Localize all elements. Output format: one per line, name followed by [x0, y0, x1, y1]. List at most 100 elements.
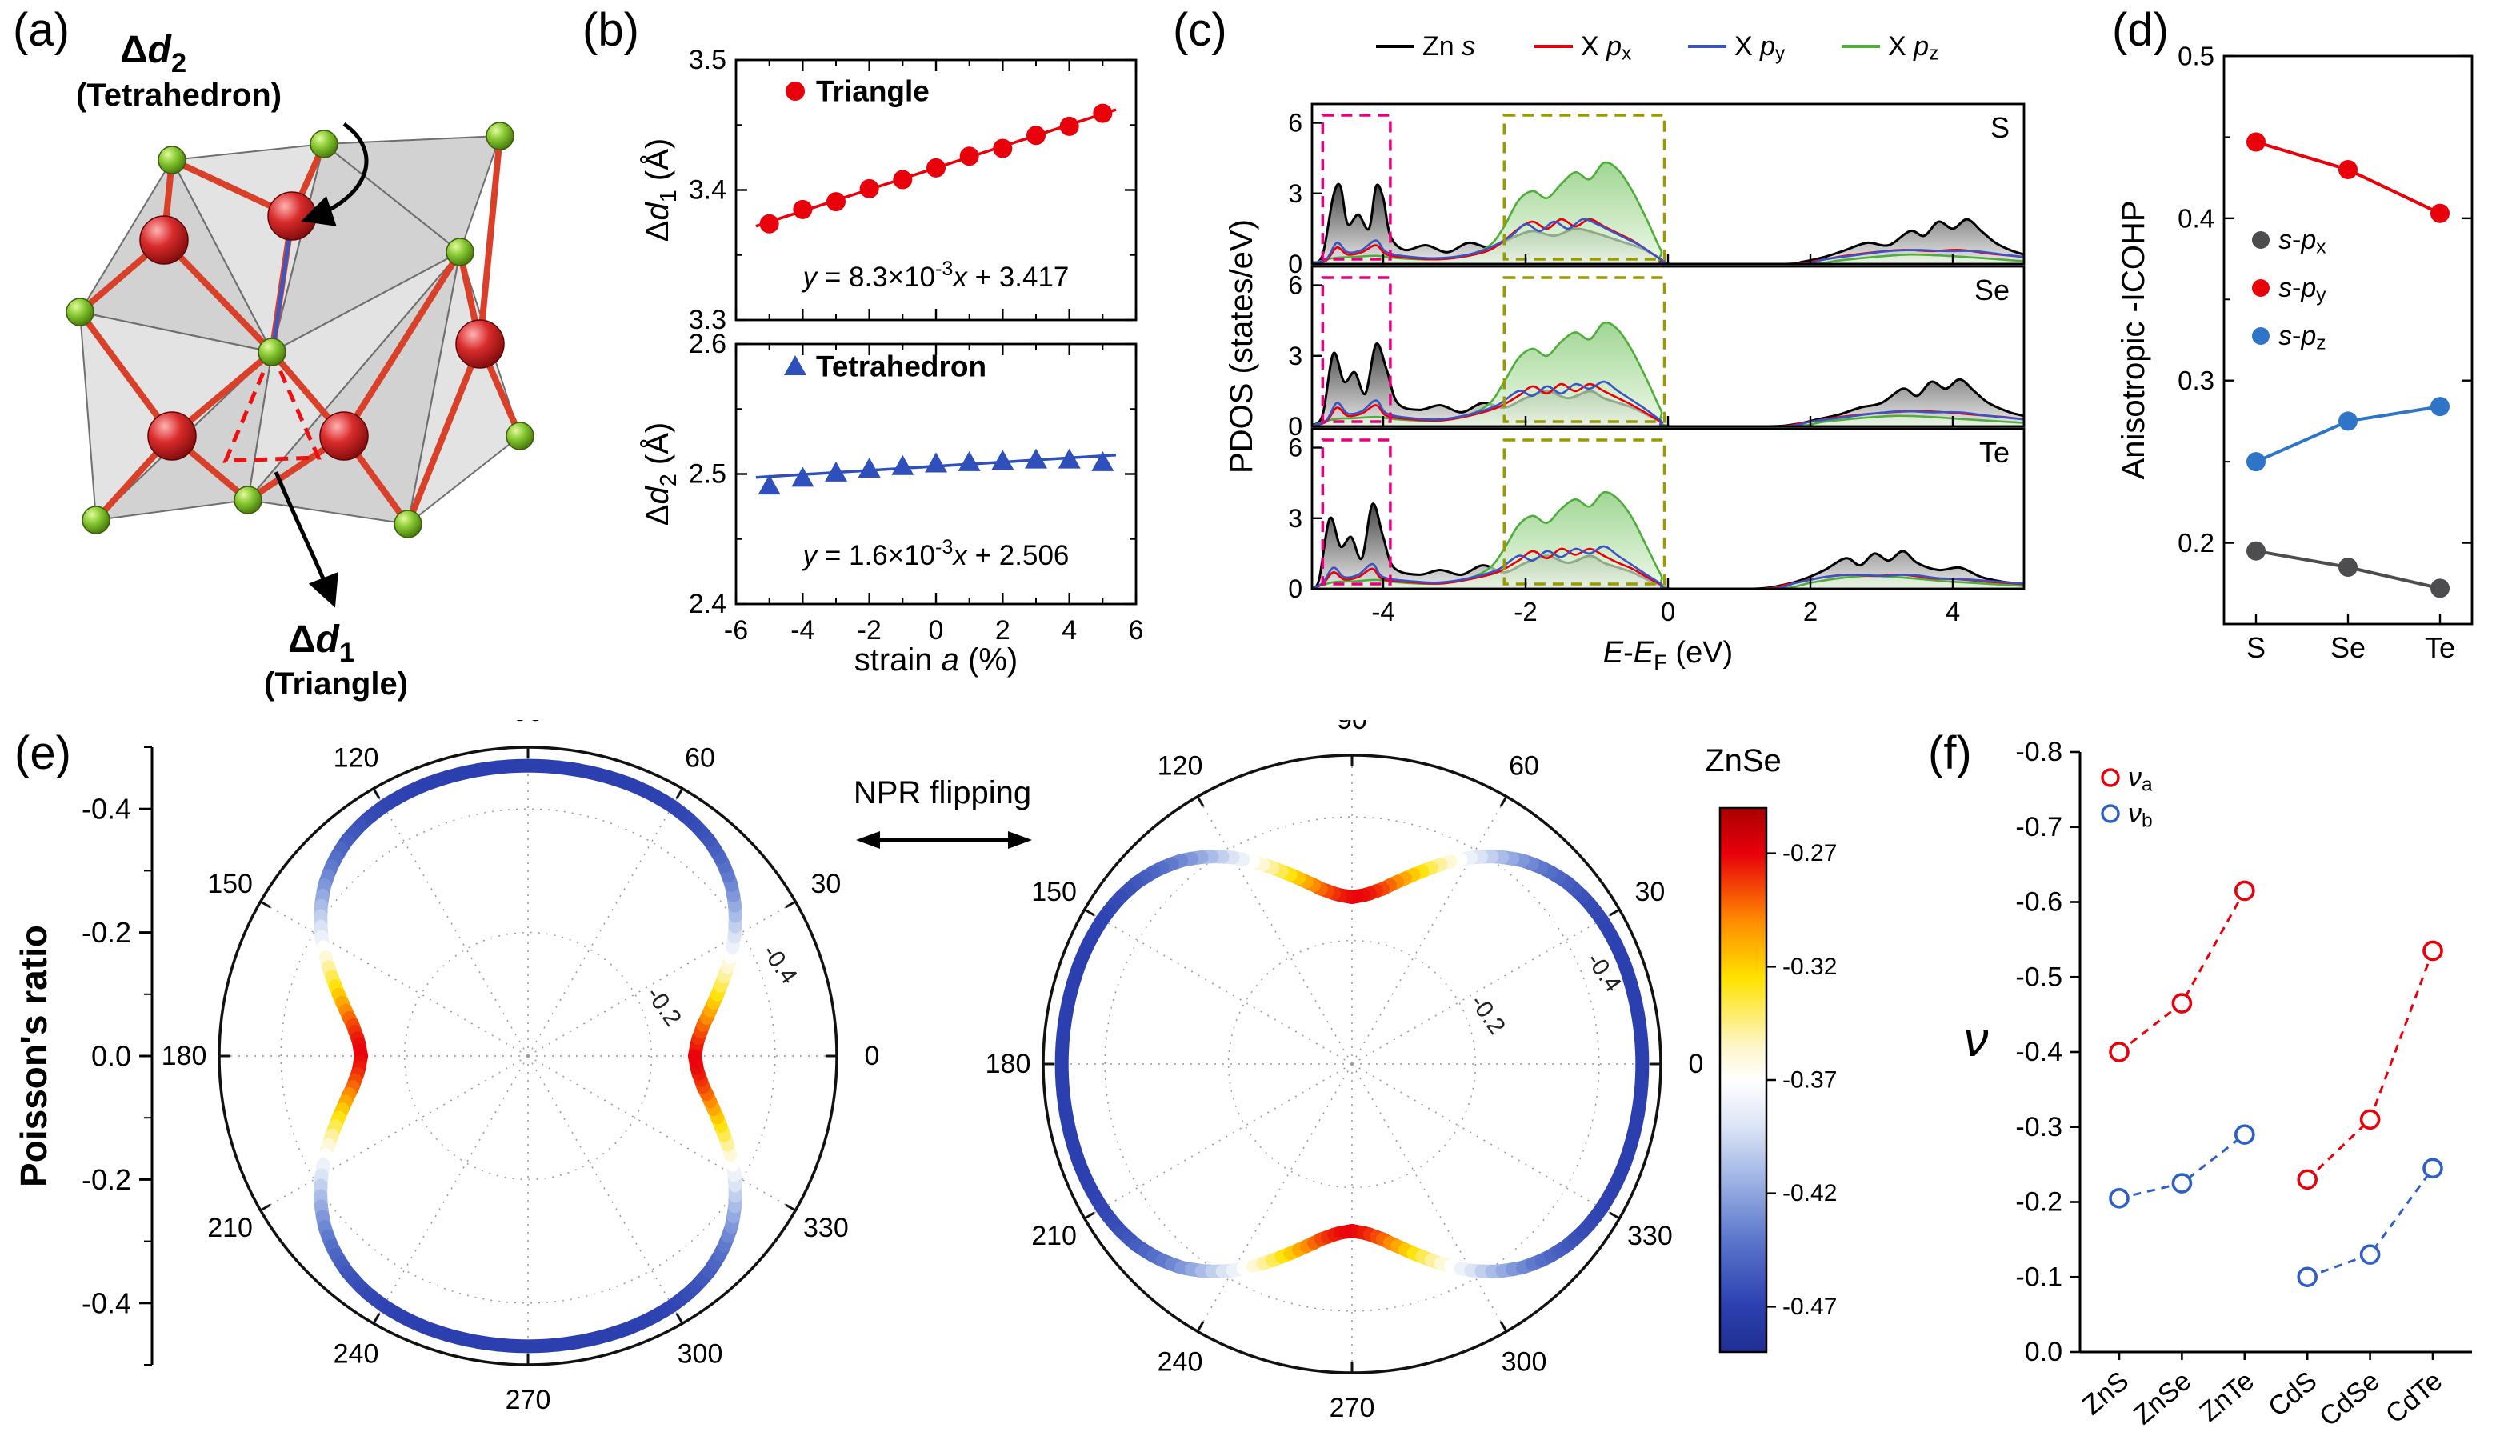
angle-label: 300: [1502, 1346, 1547, 1377]
series-zn-s: [1312, 342, 2024, 426]
x-category-label: Te: [2425, 631, 2455, 664]
panel-label-e: (e): [14, 727, 71, 779]
highlight-box: [1321, 276, 1392, 423]
data-point: [991, 450, 1014, 470]
colorbar: -0.27 -0.32 -0.37 -0.42 -0.47: [1718, 806, 1837, 1354]
data-point: [1091, 450, 1114, 471]
colorbar-gradient: [1720, 808, 1766, 1352]
bond: [341, 249, 463, 439]
angle-label: 300: [678, 1338, 723, 1369]
anion-atoms: [66, 122, 534, 538]
anion-atom: [258, 338, 286, 366]
x-tick-label: 6: [1129, 615, 1144, 646]
data-point: [826, 192, 846, 212]
legend-label: νa: [2128, 762, 2153, 795]
legend-label: X px: [1581, 31, 1631, 64]
angle-label: 240: [334, 1338, 379, 1369]
panel-label-c: (c): [1173, 4, 1227, 56]
panel-label-d: (d): [2112, 4, 2169, 56]
data-point: [959, 146, 979, 166]
x-axis-label: E-EF (eV): [1603, 636, 1733, 675]
data-point: [958, 450, 981, 471]
data-point: [2297, 1169, 2318, 1190]
data-point: [2359, 1109, 2381, 1130]
legend-label: Zn s: [1422, 31, 1475, 62]
panel-d-icohp: 0.2 0.3 0.4 0.5 S Se Te s-px s-py s-pz Anisotropic…: [2116, 42, 2474, 664]
metal-atom: [455, 319, 505, 369]
highlight-box: [1321, 438, 1392, 586]
axis-tick-label: -0.4: [82, 1286, 131, 1319]
angle-label: 150: [1031, 877, 1077, 907]
data-point: [2171, 1173, 2193, 1194]
annotation-top-caption: (Tetrahedron): [76, 78, 282, 113]
legend-marker: [784, 355, 806, 375]
x-tick-label: 2: [995, 615, 1010, 646]
polar-spoke: [1351, 1063, 1620, 1219]
ring-label: -0.2: [641, 982, 686, 1031]
fit-label: y = 8.3×10-3x + 3.417: [802, 258, 1070, 293]
x-category-label: ZnTe: [2194, 1366, 2260, 1428]
highlight-box: [1502, 438, 1666, 586]
polar-spoke: [1351, 1063, 1507, 1332]
angle-label: 330: [803, 1213, 849, 1243]
y-tick-label: 6: [1288, 271, 1302, 300]
highlight-box: [1321, 114, 1392, 261]
anion-atom: [82, 506, 110, 534]
axis-tick-label: -0.4: [82, 793, 131, 826]
panel-a-structure: Δd2(Tetrahedron) Δd1(Triangle): [66, 29, 534, 702]
angle-label: 0: [865, 1041, 880, 1071]
data-point: [2359, 1244, 2381, 1265]
anion-atom: [394, 510, 422, 538]
polar-plot-left: 0 30 60 90 120 150 180 210 240 270 300 330 -0.2 -0.4: [162, 720, 880, 1415]
data-point: [793, 199, 813, 219]
polar-spoke: [260, 1055, 529, 1211]
y-tick-label: -0.2: [2015, 1187, 2062, 1218]
angle-label: 210: [1031, 1221, 1077, 1251]
polar-spoke: [1351, 796, 1507, 1065]
polar-spoke: [1197, 1063, 1353, 1332]
panel-e-polar: 0306090120150180210240270300330-0.2-0.40…: [13, 720, 1837, 1423]
icohp-chart: 0.2 0.3 0.4 0.5 S Se Te s-px s-py s-pz: [2178, 42, 2474, 664]
polar-spoke: [260, 901, 529, 1057]
angle-label: 30: [1634, 877, 1665, 907]
chart-b2: 2.4 2.5 2.6 -6 -4 -2 0 2 4 6 Tetrahedron y = 1.6×10…: [689, 329, 1144, 646]
y-tick-label: 3: [1288, 179, 1302, 208]
polar-ring: [1227, 939, 1477, 1189]
y-tick-label: 0: [1288, 412, 1302, 441]
highlight-box: [1502, 114, 1666, 261]
data-point: [2297, 1266, 2318, 1288]
angle-label: 180: [162, 1041, 207, 1071]
x-tick-label: 0: [929, 615, 944, 646]
axis-tick-label: -0.2: [82, 1163, 131, 1196]
angle-label: 60: [685, 743, 715, 774]
y-tick-label: 2.6: [689, 329, 726, 359]
legend-label: Triangle: [816, 75, 930, 108]
panel-label-b: (b): [582, 4, 639, 56]
x-category-label: ZnS: [2077, 1366, 2134, 1421]
angle-label: 270: [1330, 1393, 1375, 1423]
angle-label: 60: [1509, 751, 1539, 782]
pdos-panel-Te: 0 3 6 Te: [1288, 427, 2026, 603]
legend-marker: [2252, 279, 2270, 297]
data-point: [2430, 397, 2450, 417]
npr-arrow-right: [1008, 831, 1032, 849]
pdos-panel-Se: 0 3 6 Se: [1288, 265, 2026, 441]
data-point: [893, 170, 913, 190]
polar-spoke: [527, 901, 796, 1057]
data-point: [2430, 578, 2450, 598]
angle-label: 210: [207, 1213, 253, 1243]
x-axis-label: strain a (%): [854, 642, 1018, 678]
legend-label: s-px: [2278, 225, 2326, 258]
x-tick-label: -2: [858, 615, 882, 646]
panel-f-poisson: -0.8-0.7-0.6-0.5-0.4-0.3-0.2-0.10.0ZnSZn…: [1964, 737, 2472, 1433]
anion-atom: [66, 298, 94, 326]
data-point: [1093, 103, 1113, 123]
polar-spoke: [1084, 909, 1353, 1065]
y-tick-label: -0.6: [2015, 887, 2062, 918]
series-zn-s: [1312, 182, 2024, 264]
polar-ring: [280, 808, 776, 1304]
data-point: [758, 474, 781, 495]
y-axis-label: Δd1 (Å): [639, 138, 682, 242]
